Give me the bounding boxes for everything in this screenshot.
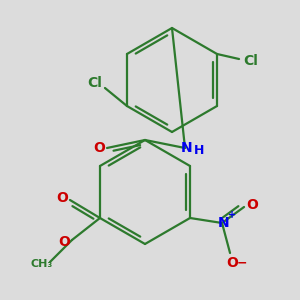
Text: N: N <box>181 141 193 155</box>
Text: Cl: Cl <box>88 76 102 90</box>
Text: +: + <box>228 210 236 220</box>
Text: O: O <box>246 198 258 212</box>
Text: O: O <box>226 256 238 270</box>
Text: O: O <box>93 141 105 155</box>
Text: Cl: Cl <box>244 54 259 68</box>
Text: N: N <box>218 216 230 230</box>
Text: −: − <box>237 256 247 269</box>
Text: O: O <box>56 191 68 205</box>
Text: H: H <box>194 145 204 158</box>
Text: CH₃: CH₃ <box>31 259 53 269</box>
Text: O: O <box>58 235 70 249</box>
